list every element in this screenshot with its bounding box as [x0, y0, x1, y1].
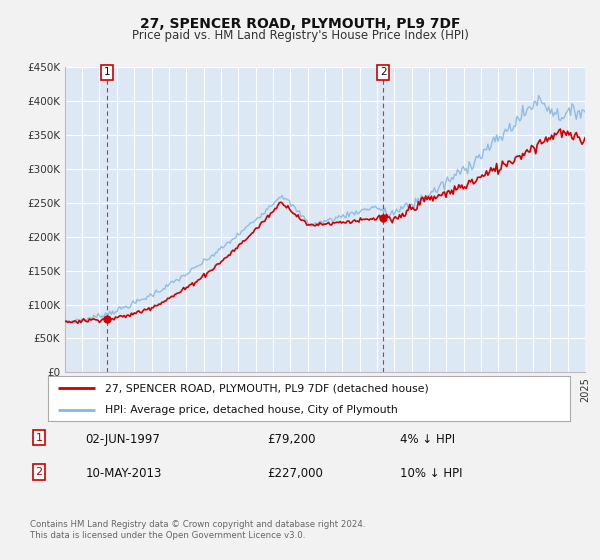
Text: 4% ↓ HPI: 4% ↓ HPI: [400, 432, 455, 446]
Text: HPI: Average price, detached house, City of Plymouth: HPI: Average price, detached house, City…: [106, 405, 398, 415]
Text: 27, SPENCER ROAD, PLYMOUTH, PL9 7DF (detached house): 27, SPENCER ROAD, PLYMOUTH, PL9 7DF (det…: [106, 384, 429, 394]
Text: £79,200: £79,200: [268, 432, 316, 446]
Text: 2: 2: [380, 67, 386, 77]
Text: Contains HM Land Registry data © Crown copyright and database right 2024.: Contains HM Land Registry data © Crown c…: [30, 520, 365, 529]
Text: 02-JUN-1997: 02-JUN-1997: [85, 432, 160, 446]
Text: Price paid vs. HM Land Registry's House Price Index (HPI): Price paid vs. HM Land Registry's House …: [131, 29, 469, 42]
Text: 10-MAY-2013: 10-MAY-2013: [85, 467, 161, 480]
Text: 27, SPENCER ROAD, PLYMOUTH, PL9 7DF: 27, SPENCER ROAD, PLYMOUTH, PL9 7DF: [140, 17, 460, 31]
Text: £227,000: £227,000: [268, 467, 323, 480]
Text: 2: 2: [35, 467, 43, 477]
Text: 1: 1: [35, 432, 43, 442]
Text: 10% ↓ HPI: 10% ↓ HPI: [400, 467, 463, 480]
Text: This data is licensed under the Open Government Licence v3.0.: This data is licensed under the Open Gov…: [30, 531, 305, 540]
Text: 1: 1: [103, 67, 110, 77]
